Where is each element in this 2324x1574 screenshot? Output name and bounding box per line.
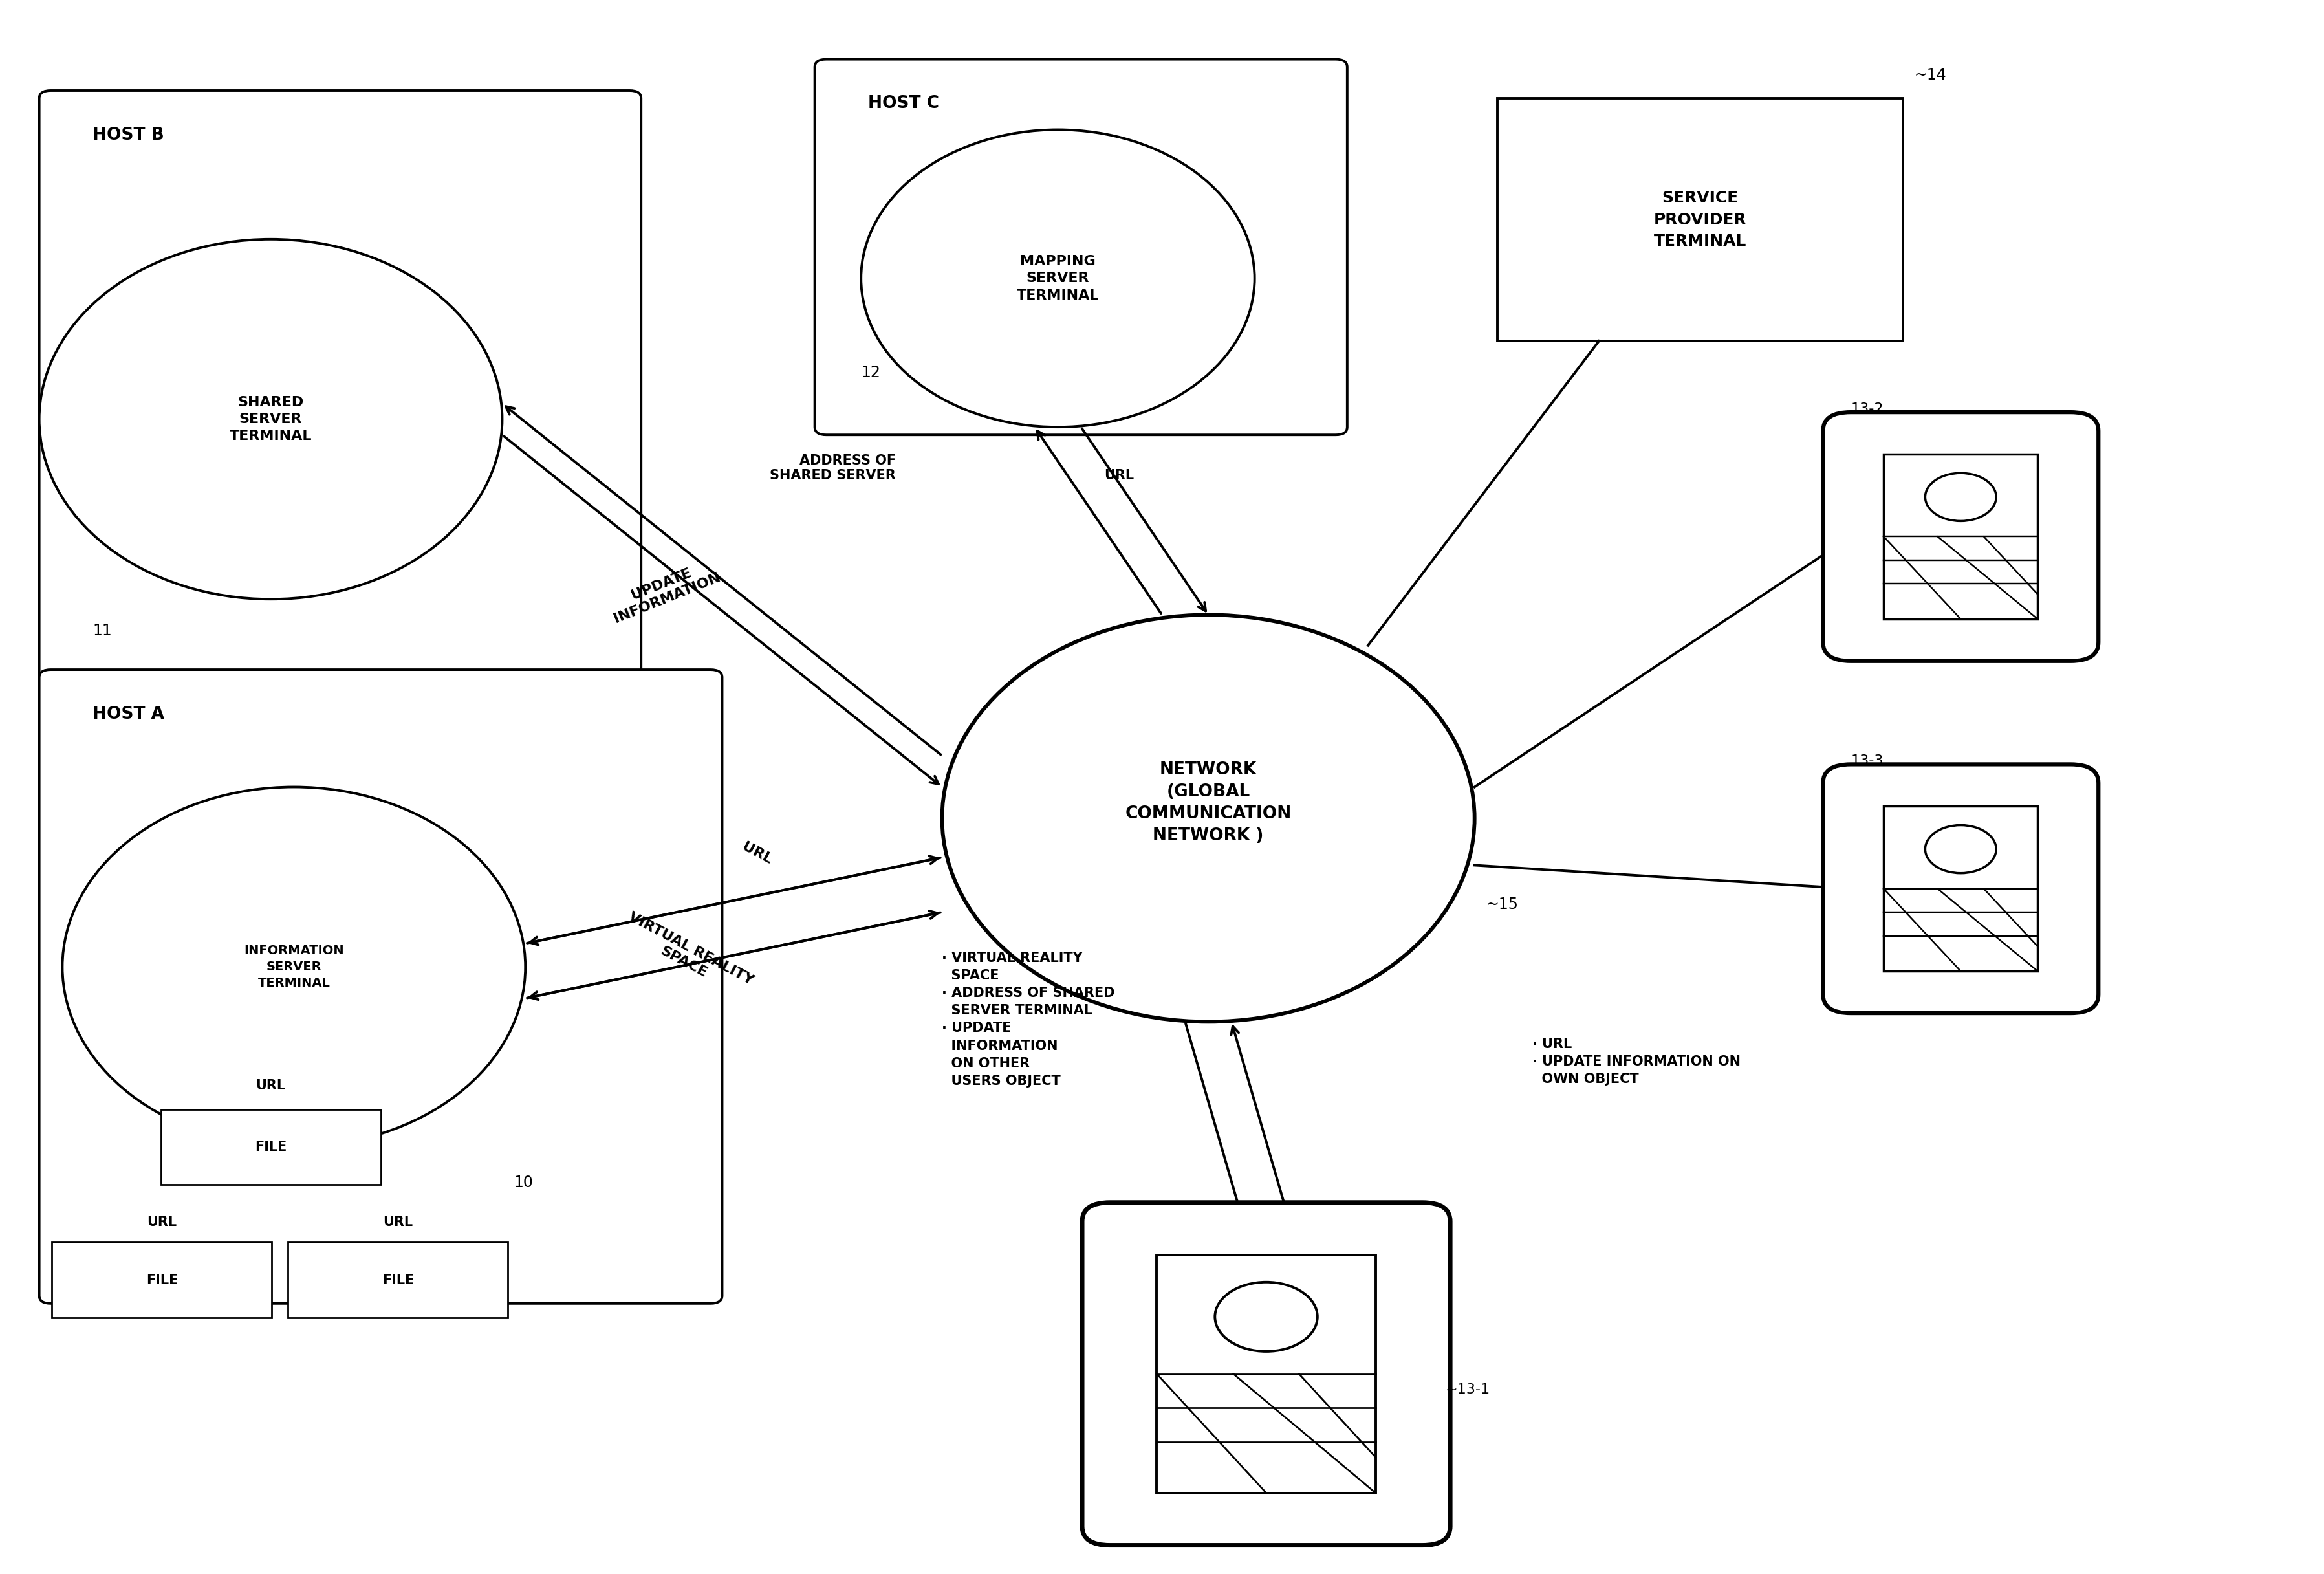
- Circle shape: [1215, 1283, 1318, 1352]
- Text: 13-3: 13-3: [1850, 754, 1882, 768]
- FancyBboxPatch shape: [40, 91, 641, 700]
- Text: FILE: FILE: [146, 1273, 179, 1286]
- Text: HOST C: HOST C: [867, 96, 939, 112]
- Ellipse shape: [40, 239, 502, 600]
- Text: FILE: FILE: [381, 1273, 414, 1286]
- Text: URL: URL: [1104, 469, 1134, 482]
- Text: 13-2: 13-2: [1850, 403, 1882, 416]
- FancyBboxPatch shape: [1083, 1203, 1450, 1546]
- Text: NETWORK
(GLOBAL
COMMUNICATION
NETWORK ): NETWORK (GLOBAL COMMUNICATION NETWORK ): [1125, 762, 1292, 844]
- Text: URL: URL: [256, 1080, 286, 1092]
- Text: HOST A: HOST A: [93, 705, 165, 722]
- Bar: [1157, 1254, 1376, 1492]
- Bar: [1497, 99, 1903, 342]
- Text: · VIRTUAL REALITY
  SPACE
· ADDRESS OF SHARED
  SERVER TERMINAL
· UPDATE
  INFOR: · VIRTUAL REALITY SPACE · ADDRESS OF SHA…: [941, 951, 1116, 1088]
- Text: · URL
· UPDATE INFORMATION ON
  OWN OBJECT: · URL · UPDATE INFORMATION ON OWN OBJECT: [1532, 1037, 1741, 1086]
- Ellipse shape: [941, 615, 1473, 1022]
- Text: 12: 12: [862, 365, 881, 379]
- Text: SERVICE
PROVIDER
TERMINAL: SERVICE PROVIDER TERMINAL: [1655, 190, 1748, 249]
- Text: 11: 11: [93, 623, 112, 639]
- Circle shape: [1924, 825, 1996, 874]
- Bar: [1885, 455, 2038, 619]
- Text: URL: URL: [146, 1215, 177, 1228]
- Text: 10: 10: [514, 1176, 532, 1190]
- Text: MAPPING
SERVER
TERMINAL: MAPPING SERVER TERMINAL: [1016, 255, 1099, 302]
- Text: UPDATE
INFORMATION: UPDATE INFORMATION: [607, 557, 723, 626]
- Text: ~15: ~15: [1485, 897, 1518, 913]
- FancyBboxPatch shape: [816, 60, 1348, 434]
- Text: INFORMATION
SERVER
TERMINAL: INFORMATION SERVER TERMINAL: [244, 944, 344, 990]
- Ellipse shape: [63, 787, 525, 1147]
- Bar: [1885, 806, 2038, 971]
- Text: ADDRESS OF
SHARED SERVER: ADDRESS OF SHARED SERVER: [769, 453, 895, 482]
- Text: ~13-1: ~13-1: [1446, 1384, 1490, 1396]
- FancyBboxPatch shape: [40, 669, 723, 1303]
- Text: SHARED
SERVER
TERMINAL: SHARED SERVER TERMINAL: [230, 395, 311, 442]
- Bar: [160, 1110, 381, 1185]
- Ellipse shape: [862, 129, 1255, 427]
- Text: FILE: FILE: [256, 1141, 286, 1154]
- Bar: [288, 1242, 509, 1317]
- FancyBboxPatch shape: [1822, 765, 2099, 1014]
- Circle shape: [1924, 474, 1996, 521]
- Text: ~14: ~14: [1915, 68, 1948, 83]
- Text: HOST B: HOST B: [93, 126, 165, 143]
- Text: VIRTUAL REALITY
SPACE: VIRTUAL REALITY SPACE: [618, 910, 755, 1001]
- Bar: [51, 1242, 272, 1317]
- Text: URL: URL: [739, 841, 774, 867]
- FancyBboxPatch shape: [1822, 412, 2099, 661]
- Text: URL: URL: [383, 1215, 414, 1228]
